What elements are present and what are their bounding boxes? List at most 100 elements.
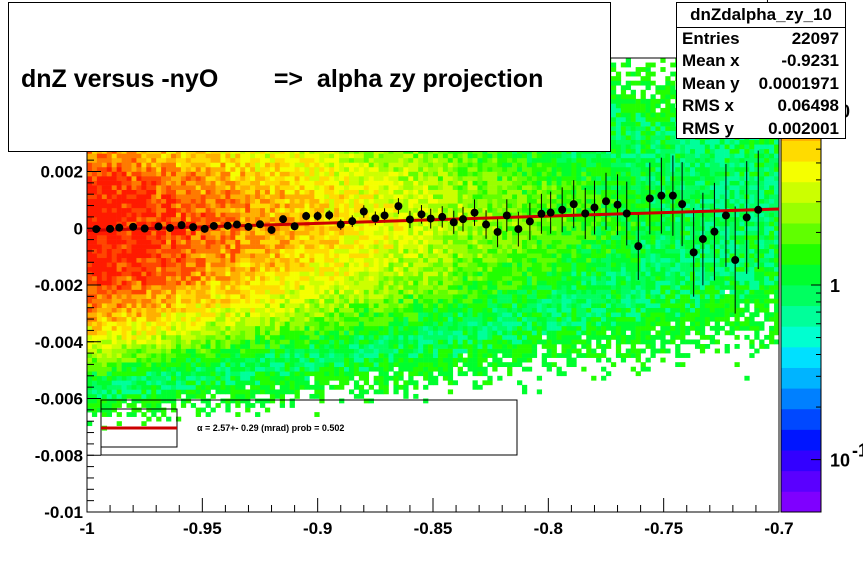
heatmap-cell <box>339 294 345 299</box>
heatmap-cell <box>274 207 281 213</box>
heatmap-cell <box>220 207 226 213</box>
heatmap-cell <box>220 221 226 227</box>
heatmap-cell <box>373 339 379 345</box>
heatmap-cell <box>314 189 320 195</box>
heatmap-cell <box>91 380 98 386</box>
heatmap-cell <box>378 266 384 272</box>
heatmap-cell <box>240 316 246 322</box>
heatmap-cell <box>87 244 93 249</box>
heatmap-cell <box>195 180 201 186</box>
heatmap-cell <box>210 280 216 286</box>
heatmap-cell <box>141 212 147 218</box>
heatmap-cell <box>215 362 221 368</box>
heatmap-cell <box>264 171 271 177</box>
heatmap-cell <box>96 212 103 218</box>
heatmap-cell <box>383 380 389 386</box>
heatmap-cell <box>131 162 137 168</box>
heatmap-cell <box>190 289 197 295</box>
heatmap-cell <box>353 244 360 249</box>
heatmap-cell <box>126 162 132 168</box>
heatmap-cell <box>121 275 127 281</box>
heatmap-cell <box>289 334 295 340</box>
heatmap-cell <box>136 294 142 299</box>
heatmap-cell <box>141 389 147 395</box>
heatmap-cell <box>373 298 379 304</box>
heatmap-cell <box>146 198 152 204</box>
heatmap-cell <box>264 262 271 268</box>
heatmap-cell <box>180 275 187 281</box>
heatmap-cell <box>185 253 192 259</box>
heatmap-cell <box>413 271 419 277</box>
heatmap-cell <box>156 348 162 354</box>
heatmap-cell <box>408 344 414 349</box>
heatmap-cell <box>245 266 251 272</box>
heatmap-cell <box>161 221 167 227</box>
heatmap-cell <box>185 316 192 322</box>
heatmap-cell <box>185 194 192 200</box>
heatmap-cell <box>255 189 261 195</box>
heatmap-cell <box>215 157 221 163</box>
heatmap-cell <box>284 189 290 195</box>
heatmap-cell <box>156 403 162 408</box>
heatmap-cell <box>279 153 286 159</box>
heatmap-cell <box>166 330 172 336</box>
heatmap-cell <box>413 275 419 281</box>
heatmap-cell <box>344 235 350 240</box>
heatmap-cell <box>260 357 266 363</box>
heatmap-cell <box>180 285 187 290</box>
heatmap-cell <box>319 257 325 263</box>
heatmap-cell <box>230 171 236 177</box>
heatmap-cell <box>106 262 113 268</box>
heatmap-cell <box>101 239 108 245</box>
heatmap-cell <box>334 207 340 213</box>
heatmap-cell <box>314 303 320 308</box>
heatmap-cell <box>358 307 365 313</box>
heatmap-cell <box>96 348 103 354</box>
heatmap-cell <box>166 248 172 254</box>
heatmap-cell <box>334 216 340 222</box>
heatmap-cell <box>141 339 147 345</box>
heatmap-cell <box>96 239 103 245</box>
heatmap-cell <box>289 353 295 358</box>
heatmap-cell <box>324 230 330 236</box>
heatmap-cell <box>225 357 231 363</box>
heatmap-cell <box>96 362 103 368</box>
heatmap-cell <box>289 312 295 318</box>
heatmap-cell <box>284 216 290 222</box>
heatmap-cell <box>161 180 167 186</box>
heatmap-cell <box>269 371 276 377</box>
heatmap-cell <box>121 389 127 395</box>
heatmap-cell <box>87 162 93 168</box>
heatmap-cell <box>121 239 127 245</box>
heatmap-cell <box>339 348 345 354</box>
heatmap-cell <box>96 275 103 281</box>
heatmap-cell <box>279 393 286 399</box>
heatmap-cell <box>210 185 216 190</box>
heatmap-cell <box>156 280 162 286</box>
heatmap-cell <box>101 412 108 417</box>
heatmap-cell <box>324 239 330 245</box>
heatmap-cell <box>388 153 394 159</box>
heatmap-cell <box>373 180 379 186</box>
heatmap-cell <box>210 393 216 399</box>
heatmap-cell <box>368 384 374 390</box>
heatmap-cell <box>141 248 147 254</box>
heatmap-cell <box>220 262 226 268</box>
heatmap-cell <box>225 353 231 358</box>
heatmap-cell <box>136 371 142 377</box>
heatmap-cell <box>116 321 122 327</box>
heatmap-cell <box>344 312 350 318</box>
heatmap-cell <box>136 344 142 349</box>
heatmap-cell <box>156 244 162 249</box>
heatmap-cell <box>161 216 167 222</box>
heatmap-cell <box>166 339 172 345</box>
heatmap-cell <box>255 266 261 272</box>
heatmap-cell <box>141 185 147 190</box>
heatmap-cell <box>230 384 236 390</box>
heatmap-cell <box>156 339 162 345</box>
heatmap-cell <box>324 257 330 263</box>
heatmap-cell <box>126 325 132 331</box>
heatmap-cell <box>398 353 404 358</box>
heatmap-cell <box>408 248 414 254</box>
heatmap-cell <box>230 153 236 159</box>
